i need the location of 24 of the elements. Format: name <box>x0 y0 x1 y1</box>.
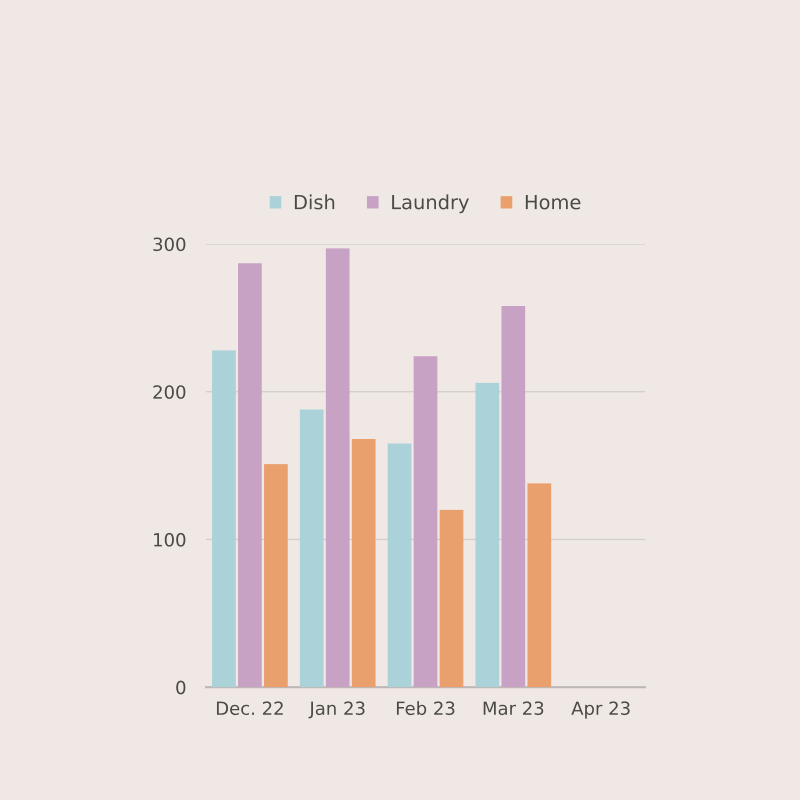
legend-label: Laundry <box>392 194 469 214</box>
bar <box>352 439 376 688</box>
bar <box>264 464 288 688</box>
bar <box>388 443 412 688</box>
bar <box>326 248 350 688</box>
x-tick-label: Apr 23 <box>571 701 630 719</box>
bar <box>238 263 262 688</box>
bar <box>475 382 500 688</box>
legend-label: Dish <box>294 194 334 210</box>
y-tick-label: 200 <box>153 385 186 399</box>
bar <box>212 350 236 688</box>
x-tick-label: Feb 23 <box>396 701 454 716</box>
y-tick-label: 100 <box>154 532 186 547</box>
bar <box>300 409 324 688</box>
bar <box>501 306 526 688</box>
y-tick-label: 300 <box>153 237 186 252</box>
bar <box>414 356 438 688</box>
y-tick-label: 0 <box>176 680 186 694</box>
bar <box>527 483 552 688</box>
x-tick-label: Dec. 22 <box>216 701 283 716</box>
bar <box>440 510 464 688</box>
x-tick-label: Jan 23 <box>308 701 365 718</box>
legend-label: Home <box>526 194 580 210</box>
x-tick-label: Mar 23 <box>484 701 544 716</box>
